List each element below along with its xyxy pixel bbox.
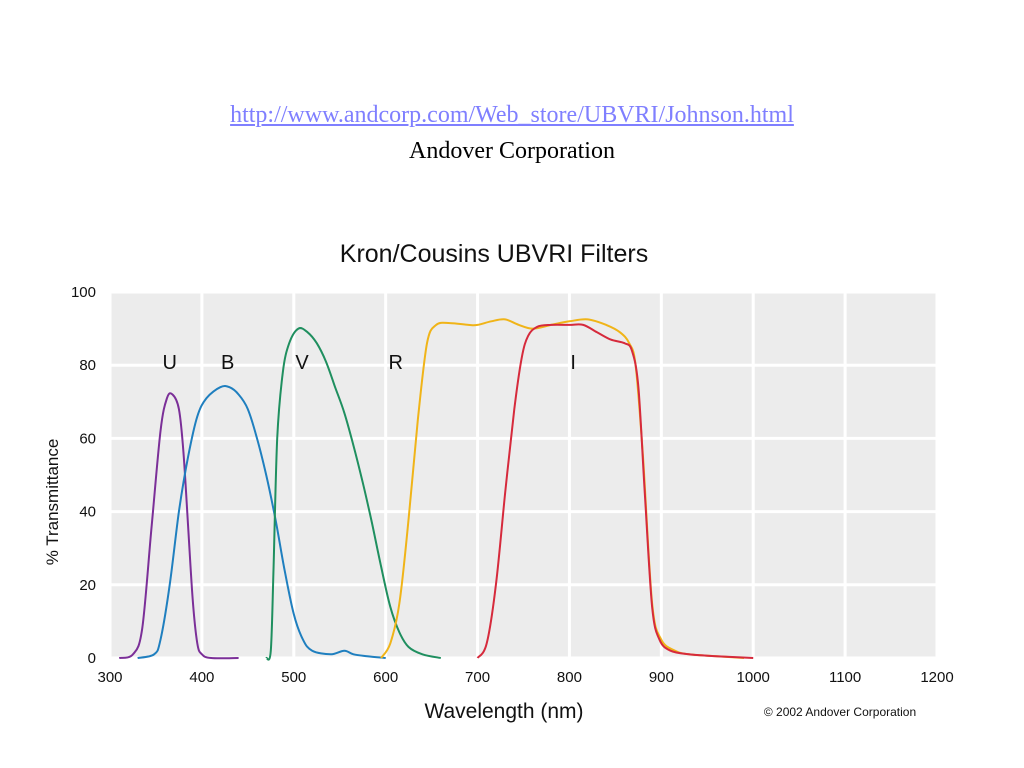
y-tick-label: 100 (71, 284, 96, 301)
x-tick-label: 800 (557, 669, 582, 686)
copyright-note: © 2002 Andover Corporation (764, 705, 916, 719)
series-label-b: B (221, 352, 234, 374)
x-tick-label: 600 (373, 669, 398, 686)
series-line-i (476, 323, 754, 659)
x-tick-label: 1000 (737, 669, 770, 686)
series-label-v: V (295, 352, 309, 374)
y-tick-label: 0 (88, 650, 96, 667)
x-tick-label: 400 (189, 669, 214, 686)
x-tick-label: 1100 (829, 669, 861, 686)
y-tick-label: 40 (79, 504, 96, 521)
x-tick-label: 500 (281, 669, 306, 686)
source-company: Andover Corporation (409, 138, 615, 164)
chart-title: Kron/Cousins UBVRI Filters (340, 240, 648, 268)
x-tick-label: 1200 (920, 669, 953, 686)
source-link[interactable]: http://www.andcorp.com/Web_store/UBVRI/J… (230, 102, 794, 128)
series-line-b (137, 385, 386, 659)
y-tick-label: 80 (79, 357, 96, 374)
series-label-r: R (389, 352, 403, 374)
series-label-u: U (163, 352, 177, 374)
series-line-u (118, 392, 239, 660)
x-axis-label: Wavelength (nm) (424, 700, 583, 723)
series-label-i: I (570, 352, 576, 374)
y-axis-label: % Transmittance (43, 439, 62, 566)
x-tick-label: 300 (97, 669, 122, 686)
x-tick-label: 900 (649, 669, 674, 686)
y-tick-label: 60 (79, 430, 96, 447)
x-tick-label: 700 (465, 669, 490, 686)
y-tick-label: 20 (79, 577, 96, 594)
